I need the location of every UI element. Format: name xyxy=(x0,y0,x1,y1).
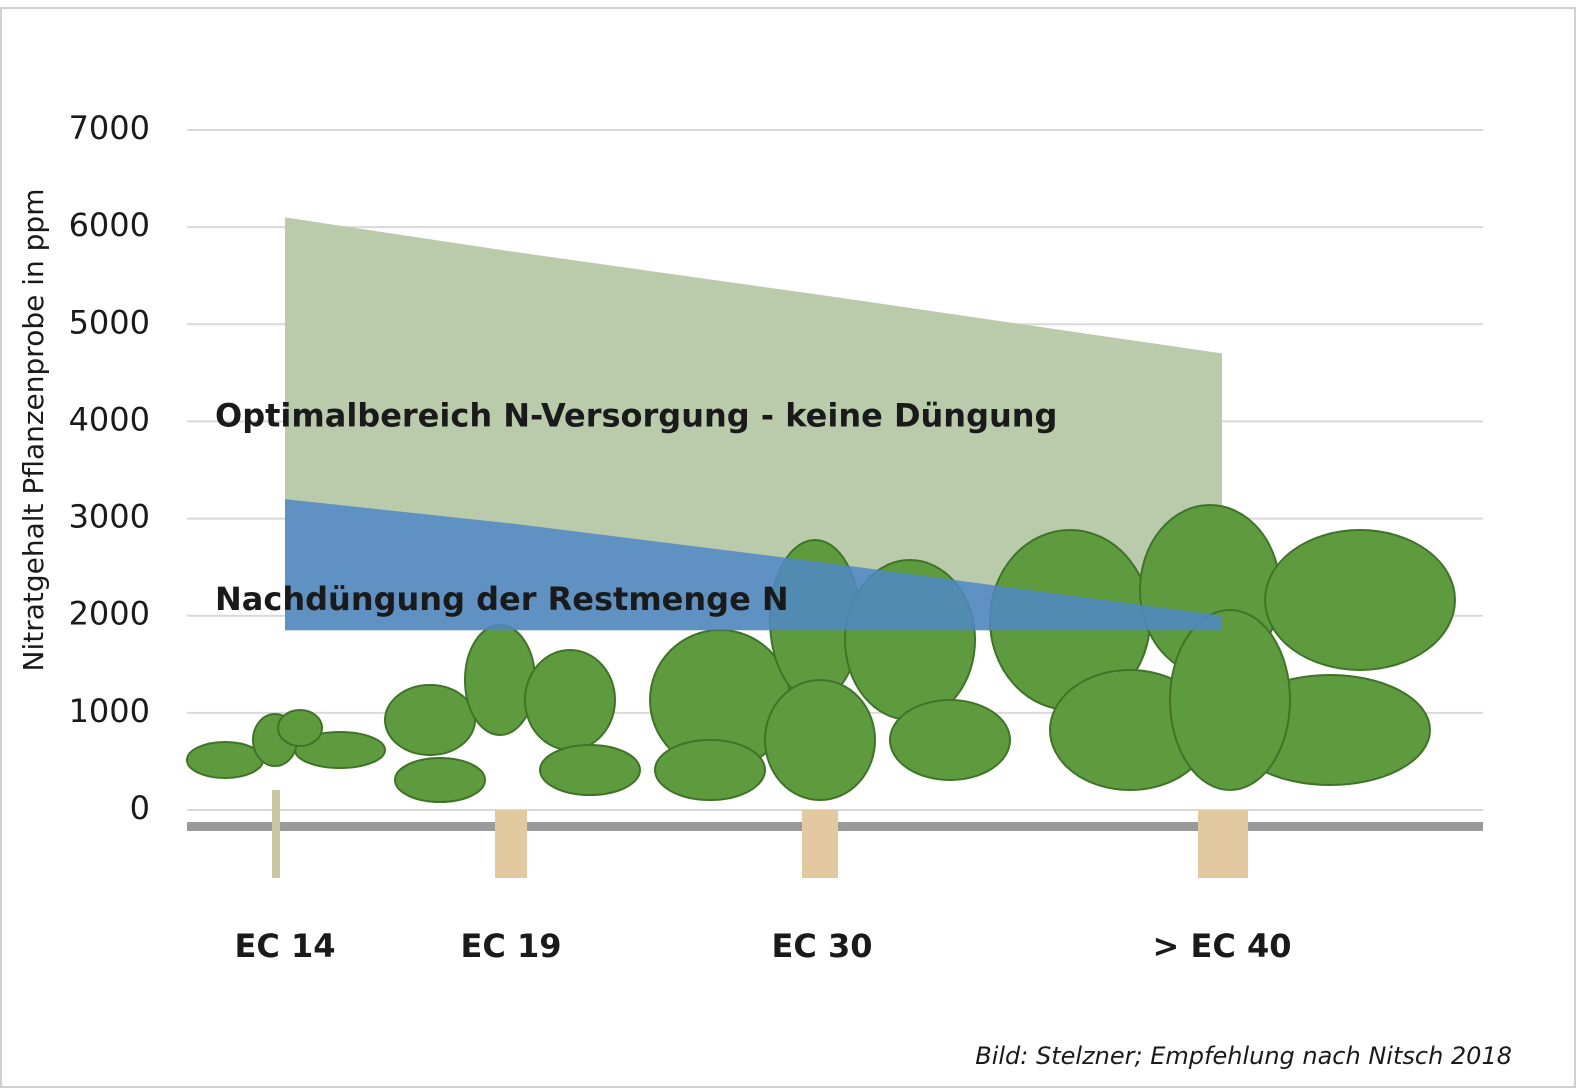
plant-root xyxy=(1198,810,1248,878)
chart: 0 1000 2000 3000 4000 5000 6000 7000 EC 14 EC 19 E… xyxy=(0,0,1576,1088)
leaf xyxy=(187,742,263,778)
x-tick-label: > EC 40 xyxy=(1153,927,1292,965)
leaf xyxy=(1265,530,1455,670)
leaf xyxy=(278,710,322,746)
leaf xyxy=(890,700,1010,780)
leaf xyxy=(395,758,485,802)
leaf xyxy=(1170,610,1290,790)
leaf xyxy=(655,740,765,800)
y-tick-label: 6000 xyxy=(69,206,150,244)
band-label: Optimalbereich N-Versorgung - keine Düng… xyxy=(215,396,1057,434)
leaf xyxy=(525,650,615,750)
leaf xyxy=(465,625,535,735)
leaf xyxy=(540,745,640,795)
plant-root xyxy=(495,810,527,878)
plant-root xyxy=(802,810,838,878)
y-axis-title: Nitratgehalt Pflanzenprobe in ppm xyxy=(17,189,50,672)
y-tick-label: 7000 xyxy=(69,109,150,147)
y-tick-label: 5000 xyxy=(69,303,150,341)
plant-stem xyxy=(272,790,280,878)
y-tick-label: 1000 xyxy=(69,692,150,730)
source-note: Bild: Stelzner; Empfehlung nach Nitsch 2… xyxy=(975,1042,1512,1070)
leaf xyxy=(385,685,475,755)
x-tick-label: EC 14 xyxy=(234,927,335,965)
leaf xyxy=(765,680,875,800)
y-tick-label: 4000 xyxy=(69,400,150,438)
y-tick-label: 3000 xyxy=(69,498,150,536)
band-label: Nachdüngung der Restmenge N xyxy=(215,580,789,618)
x-tick-label: EC 30 xyxy=(771,927,872,965)
x-tick-label: EC 19 xyxy=(460,927,561,965)
y-tick-label: 0 xyxy=(130,789,150,827)
y-tick-label: 2000 xyxy=(69,595,150,633)
